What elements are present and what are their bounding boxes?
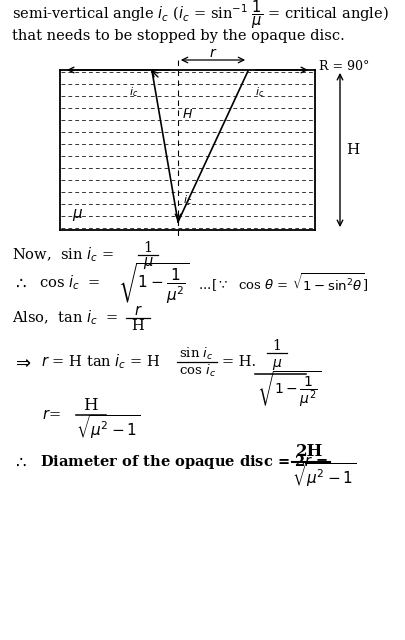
Text: $\sqrt{\mu^2 - 1}$: $\sqrt{\mu^2 - 1}$	[76, 413, 141, 441]
Text: $\sqrt{1 - \dfrac{1}{\mu^2}}$: $\sqrt{1 - \dfrac{1}{\mu^2}}$	[257, 369, 322, 409]
Text: $\Rightarrow$: $\Rightarrow$	[12, 353, 32, 371]
Text: 1: 1	[273, 339, 281, 353]
Text: $i_c$: $i_c$	[129, 85, 139, 99]
Text: Diameter of the opaque disc = 2$r$ =: Diameter of the opaque disc = 2$r$ =	[30, 453, 328, 471]
Text: ...[$\because$  cos $\theta$ = $\sqrt{1-\sin^2\!\theta}$]: ...[$\because$ cos $\theta$ = $\sqrt{1-\…	[190, 272, 368, 294]
Text: H: H	[132, 319, 144, 333]
Text: $H$: $H$	[182, 109, 193, 122]
Text: $r$: $r$	[209, 46, 217, 60]
Text: $i_c$: $i_c$	[183, 193, 193, 207]
Text: = H.: = H.	[222, 355, 256, 369]
Text: R = 90°: R = 90°	[319, 60, 369, 72]
Text: $r$ = H tan $i_c$ = H: $r$ = H tan $i_c$ = H	[32, 353, 161, 371]
Text: cos $i_c$  =: cos $i_c$ =	[30, 274, 100, 292]
Text: $i_c$: $i_c$	[256, 85, 264, 99]
Text: that needs to be stopped by the opaque disc.: that needs to be stopped by the opaque d…	[12, 29, 345, 43]
Text: $r$=: $r$=	[42, 408, 61, 422]
Text: 1: 1	[143, 241, 153, 255]
Text: $\therefore$: $\therefore$	[12, 275, 27, 291]
Text: sin $i_c$: sin $i_c$	[179, 346, 213, 362]
Text: H: H	[83, 397, 97, 415]
Text: $\mu$: $\mu$	[143, 255, 153, 271]
Text: 2H: 2H	[296, 444, 324, 461]
Text: $\therefore$: $\therefore$	[12, 454, 27, 470]
Text: Also,  tan $i_c$  =: Also, tan $i_c$ =	[12, 308, 118, 327]
Text: cos $i_c$: cos $i_c$	[179, 363, 216, 379]
Text: $\mu$: $\mu$	[272, 356, 282, 371]
Text: Now,  sin $i_c$ =: Now, sin $i_c$ =	[12, 246, 114, 264]
Text: $\sqrt{\mu^2 - 1}$: $\sqrt{\mu^2 - 1}$	[292, 461, 356, 489]
Text: $r$: $r$	[134, 304, 143, 318]
Text: $\mu$: $\mu$	[72, 207, 83, 223]
Text: H: H	[346, 143, 359, 157]
Text: semi-vertical angle $i_c$ ($i_c$ = sin$^{-1}$ $\dfrac{1}{\mu}$ = critical angle): semi-vertical angle $i_c$ ($i_c$ = sin$^…	[12, 0, 389, 31]
Text: $\sqrt{1 - \dfrac{1}{\mu^2}}$: $\sqrt{1 - \dfrac{1}{\mu^2}}$	[118, 261, 190, 305]
